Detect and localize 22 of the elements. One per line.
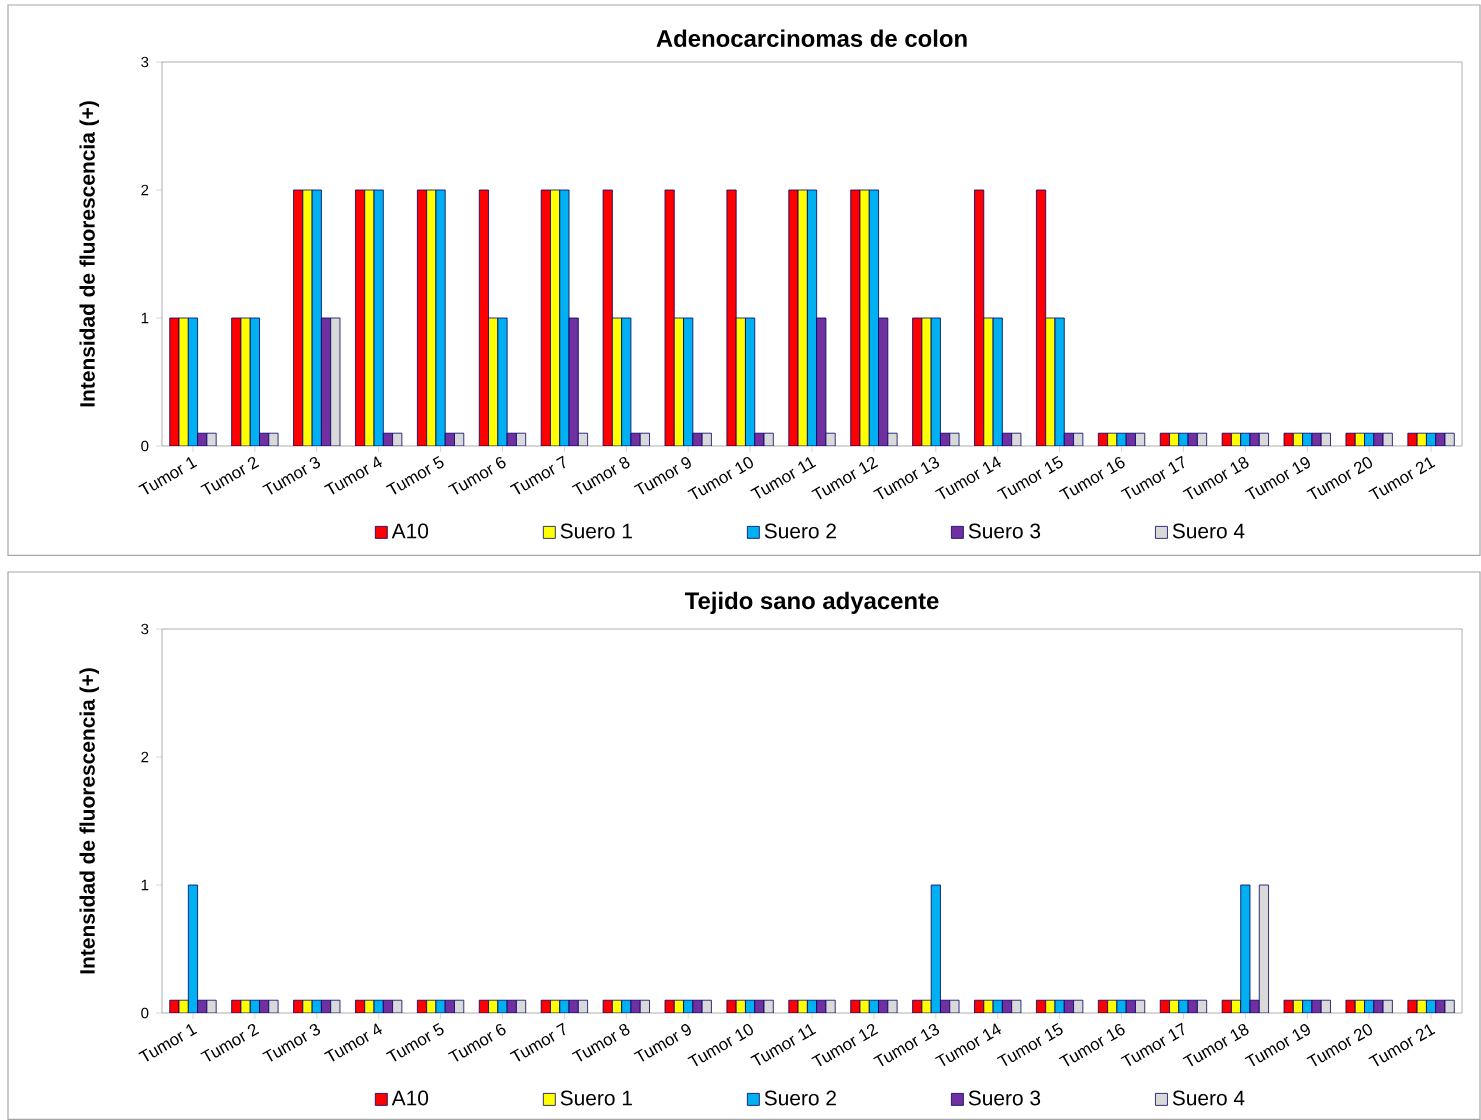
y-tick-label: 1 xyxy=(141,312,149,324)
y-axis-title: Intensidad de fluorescencia (+) xyxy=(79,668,99,974)
y-tick-label: 1 xyxy=(141,879,149,891)
legend-label: Suero 4 xyxy=(1172,1090,1245,1106)
chart-title: Tejido sano adyacente xyxy=(684,591,939,615)
legend-label: Suero 2 xyxy=(764,523,836,539)
y-tick-label: 0 xyxy=(141,440,149,452)
y-tick-label: 2 xyxy=(141,751,149,763)
legend-label: A10 xyxy=(391,1090,429,1106)
legend-label: Suero 1 xyxy=(560,523,632,539)
y-axis-title: Intensidad de fluorescencia (+) xyxy=(79,101,99,407)
legend-label: Suero 3 xyxy=(968,1090,1041,1106)
y-tick-label: 3 xyxy=(141,623,149,635)
y-tick-label: 3 xyxy=(141,56,149,68)
y-tick-label: 2 xyxy=(141,184,149,196)
legend-label: Suero 4 xyxy=(1172,523,1245,539)
chart-title: Adenocarcinomas de colon xyxy=(656,29,967,47)
legend-label: Suero 2 xyxy=(764,1090,836,1106)
y-tick-label: 0 xyxy=(141,1007,149,1019)
legend-label: Suero 3 xyxy=(968,523,1041,539)
legend-label: Suero 1 xyxy=(560,1090,632,1106)
legend-label: A10 xyxy=(391,523,429,539)
